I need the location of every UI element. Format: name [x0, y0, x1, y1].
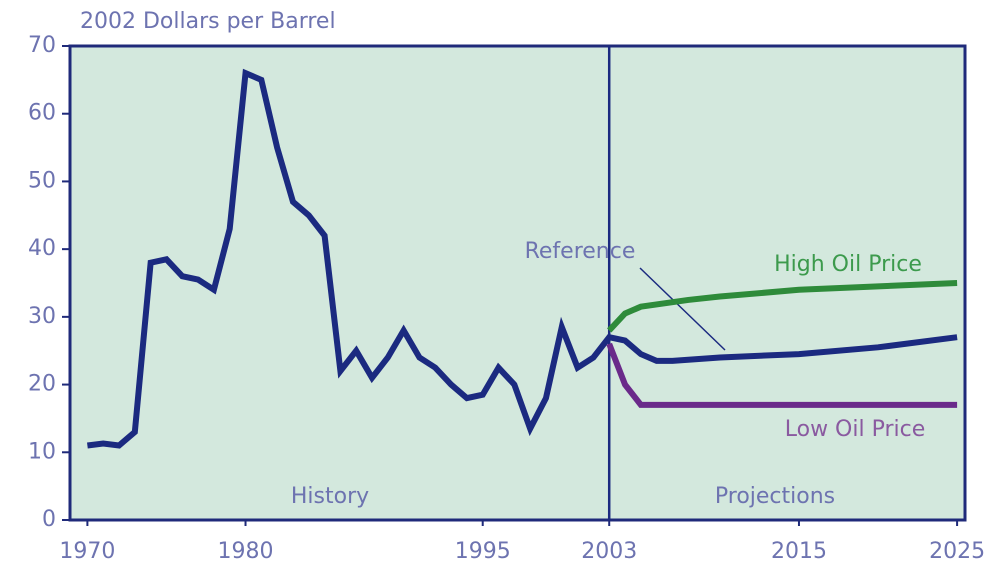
y-tick-label: 20: [28, 372, 56, 397]
pointer: [639, 267, 726, 351]
y-tick-label: 40: [28, 236, 56, 261]
x-tick-label: 1980: [218, 539, 274, 564]
y-tick-label: 10: [28, 439, 56, 464]
y-tick-label: 30: [28, 304, 56, 329]
chart-title: 2002 Dollars per Barrel: [80, 9, 336, 34]
x-tick-label: 1995: [455, 539, 511, 564]
annotation: History: [291, 484, 369, 509]
y-tick-label: 50: [28, 168, 56, 193]
series-line: [607, 280, 958, 333]
y-tick-label: 70: [28, 33, 56, 58]
y-tick-label: 60: [28, 101, 56, 126]
series-label: High Oil Price: [774, 252, 922, 277]
series-line: [606, 342, 958, 408]
x-tick-label: 2015: [771, 539, 827, 564]
y-tick-label: 0: [42, 507, 56, 532]
series-label: Low Oil Price: [785, 417, 926, 442]
series-label: Reference: [525, 239, 636, 264]
plot-area: [68, 44, 967, 522]
x-tick-label: 1970: [59, 539, 115, 564]
series-line: [87, 68, 958, 449]
x-tick-label: 2025: [929, 539, 985, 564]
annotation: Projections: [715, 484, 835, 509]
x-tick-label: 2003: [581, 539, 637, 564]
